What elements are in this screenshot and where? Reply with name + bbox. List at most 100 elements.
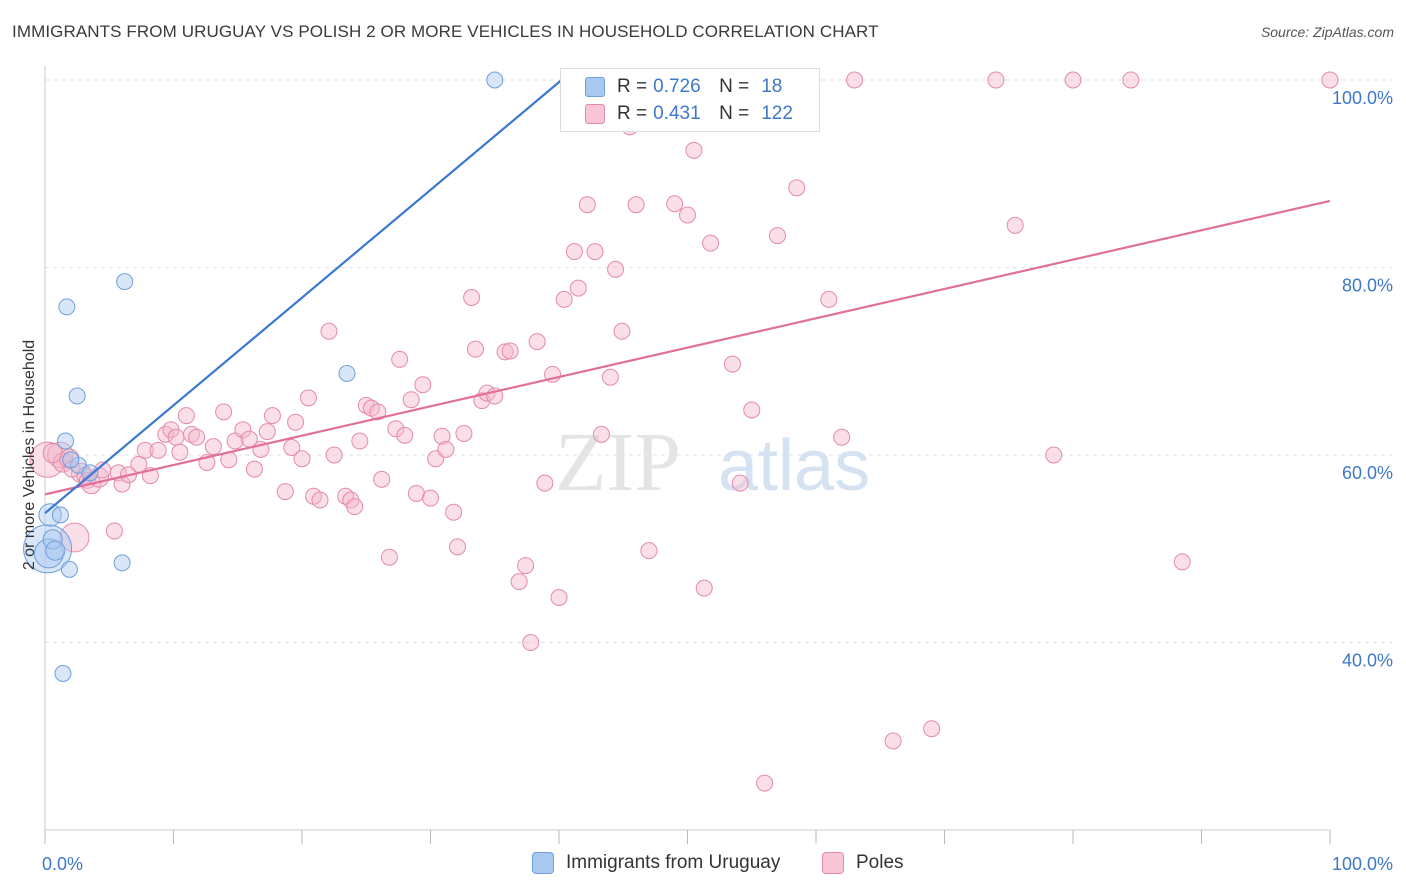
poles-point xyxy=(884,732,902,750)
r-value: 0.726 xyxy=(653,76,701,97)
poles-point xyxy=(1321,71,1339,89)
poles-point xyxy=(171,443,189,461)
poles-point xyxy=(325,446,343,464)
poles-point xyxy=(380,548,398,566)
uruguay-point xyxy=(62,451,80,469)
poles-point xyxy=(1006,216,1024,234)
poles-point xyxy=(536,474,554,492)
x-tick-labels: 0.0% 100.0% xyxy=(42,854,1393,874)
y-tick-labels: 40.0% 60.0% 80.0% 100.0% xyxy=(1332,88,1393,671)
poles-point xyxy=(607,260,625,278)
x-tick-label: 100.0% xyxy=(1332,854,1393,874)
y-tick-label: 80.0% xyxy=(1342,276,1393,296)
poles-point xyxy=(550,589,568,606)
legend-item-uruguay[interactable]: Immigrants from Uruguay xyxy=(532,852,780,874)
source-label: Source: ZipAtlas.com xyxy=(1260,24,1394,40)
poles-point xyxy=(448,538,466,556)
poles-point xyxy=(42,443,63,464)
poles-point xyxy=(437,440,455,458)
poles-point xyxy=(463,289,481,306)
poles-point xyxy=(569,279,587,297)
poles-point xyxy=(455,424,473,442)
poles-point xyxy=(263,407,281,425)
r-label: R = xyxy=(617,103,648,124)
poles-point xyxy=(204,438,222,456)
poles-point xyxy=(369,403,387,421)
poles-point xyxy=(188,428,206,446)
uruguay-trend-line xyxy=(44,79,563,514)
uruguay-point xyxy=(60,560,78,578)
x-tick-label: 0.0% xyxy=(42,854,83,874)
legend-label-uruguay: Immigrants from Uruguay xyxy=(566,852,781,873)
uruguay-point xyxy=(38,503,62,527)
poles-point xyxy=(846,71,864,89)
poles-point xyxy=(679,206,696,224)
poles-point xyxy=(407,484,425,502)
trend-lines xyxy=(44,79,1331,514)
poles-point xyxy=(29,441,66,478)
poles-point xyxy=(105,522,123,540)
poles-point xyxy=(510,573,528,591)
uruguay-point xyxy=(338,364,356,382)
poles-point xyxy=(768,227,786,245)
uruguay-point xyxy=(45,540,66,561)
poles-point xyxy=(496,343,514,361)
poles-point xyxy=(258,423,276,441)
poles-point xyxy=(283,439,301,456)
poles-point xyxy=(1122,71,1140,89)
poles-point xyxy=(592,425,610,443)
uruguay-points xyxy=(23,71,504,682)
poles-point xyxy=(234,421,252,439)
series-legend: Immigrants from Uruguay Poles xyxy=(0,852,1406,878)
poles-point xyxy=(1045,446,1063,464)
poles-point xyxy=(501,342,519,360)
uruguay-point xyxy=(486,71,504,89)
n-label: N = xyxy=(719,103,750,124)
poles-point xyxy=(923,720,941,738)
poles-point xyxy=(1173,553,1191,571)
watermark-atlas: atlas xyxy=(718,426,870,506)
poles-point xyxy=(167,428,185,446)
poles-points xyxy=(29,71,1339,792)
watermark: ZIP atlas xyxy=(555,416,870,509)
y-tick-label: 60.0% xyxy=(1342,463,1393,483)
legend-row-poles: R = 0.431 N = 122 xyxy=(585,102,793,126)
poles-point xyxy=(522,634,540,651)
watermark-zip: ZIP xyxy=(555,416,681,509)
poles-point xyxy=(723,355,741,373)
correlation-legend: R = 0.726 N = 18 R = 0.431 N = 122 xyxy=(560,68,820,132)
legend-label-poles: Poles xyxy=(856,852,904,873)
n-value: 18 xyxy=(761,76,783,97)
poles-swatch xyxy=(585,104,605,124)
r-value: 0.431 xyxy=(653,103,701,124)
poles-point xyxy=(346,498,364,516)
uruguay-point xyxy=(57,432,75,450)
poles-point xyxy=(601,368,619,386)
legend-row-uruguay: R = 0.726 N = 18 xyxy=(585,75,782,99)
grid-lines xyxy=(45,79,1392,643)
poles-point xyxy=(731,474,749,492)
poles-point xyxy=(391,350,409,368)
y-tick-label: 40.0% xyxy=(1342,651,1393,671)
poles-point xyxy=(59,522,90,553)
poles-point xyxy=(578,196,596,214)
poles-point xyxy=(702,234,720,252)
uruguay-point xyxy=(51,506,69,524)
uruguay-point xyxy=(23,524,73,574)
uruguay-point xyxy=(68,387,86,405)
poles-point xyxy=(788,179,806,197)
poles-point xyxy=(586,243,604,261)
poles-point xyxy=(555,290,573,308)
legend-item-poles[interactable]: Poles xyxy=(822,852,904,874)
uruguay-point xyxy=(81,464,99,482)
r-label: R = xyxy=(617,76,648,97)
uruguay-point xyxy=(54,664,72,682)
y-axis-label: 2 or more Vehicles in Household xyxy=(21,339,38,571)
poles-point xyxy=(414,376,432,394)
poles-point xyxy=(466,340,484,358)
uruguay-point xyxy=(116,273,134,291)
poles-point xyxy=(422,489,439,507)
chart-title: IMMIGRANTS FROM URUGUAY VS POLISH 2 OR M… xyxy=(12,22,879,41)
uruguay-swatch xyxy=(585,77,605,97)
